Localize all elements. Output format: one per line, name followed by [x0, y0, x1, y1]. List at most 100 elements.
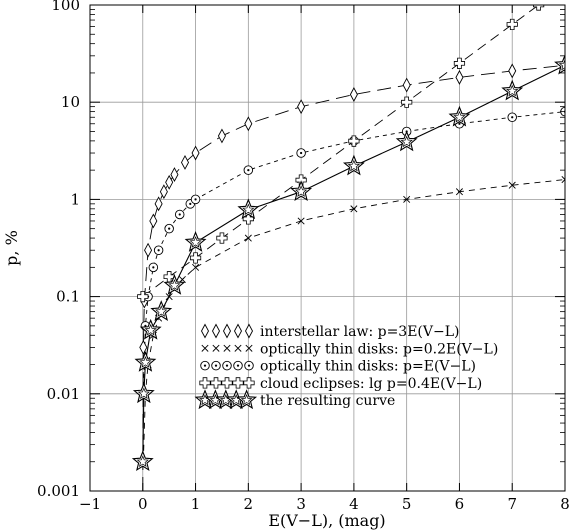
data-point [349, 87, 358, 102]
data-point [170, 167, 179, 183]
legend: interstellar law: p=3E(V−L)optically thi… [194, 323, 498, 410]
data-point [165, 174, 174, 190]
data-point [165, 293, 173, 301]
data-point [244, 116, 253, 132]
data-point [163, 274, 186, 295]
x-tick-label: 0 [138, 495, 148, 513]
data-point [233, 323, 243, 339]
data-point [401, 96, 413, 108]
data-point [448, 105, 471, 127]
data-point [348, 135, 360, 147]
data-point [154, 196, 163, 212]
x-tick-label: 1 [191, 495, 201, 513]
data-point [200, 360, 210, 371]
plot-frame [89, 4, 566, 492]
data-point [350, 205, 358, 213]
data-point [191, 145, 200, 161]
data-point [237, 198, 260, 220]
legend-label-4: cloud eclipses: lg p=0.4E(V−L) [260, 376, 482, 392]
data-point [189, 252, 202, 264]
data-point [150, 300, 173, 321]
data-point [222, 360, 232, 371]
x-tick-label: 3 [296, 495, 306, 513]
data-point [290, 180, 313, 201]
data-point [455, 69, 464, 85]
x-tick-label: −1 [79, 495, 101, 513]
x-tick-label: 2 [244, 495, 254, 513]
data-point [233, 360, 243, 371]
data-point [533, 5, 545, 11]
data-point [395, 130, 418, 152]
data-point [297, 217, 305, 225]
data-point [221, 377, 233, 389]
data-point [216, 232, 228, 244]
data-point [243, 165, 254, 175]
data-point [178, 275, 186, 284]
data-point [236, 389, 258, 410]
data-point [508, 63, 517, 79]
data-point [184, 231, 207, 252]
data-point [234, 344, 242, 352]
data-point [137, 291, 149, 303]
x-tick-label: 8 [560, 495, 570, 513]
data-point [244, 360, 254, 371]
data-point [199, 377, 211, 389]
data-point [212, 344, 220, 352]
data-point [244, 323, 254, 339]
data-point [139, 318, 162, 340]
data-point [403, 195, 411, 203]
data-point [453, 57, 466, 69]
legend-label-2: optically thin disks: p=0.2E(V−L) [260, 341, 498, 357]
y-axis-title: p, % [2, 230, 21, 266]
y-tick-label: 1 [70, 190, 80, 208]
data-point [342, 154, 365, 176]
data-point [134, 351, 157, 372]
ticks: −1 0 1 2 3 4 5 6 7 8 0.001 0.01 0.1 1 10 100 [37, 0, 570, 513]
data-point [223, 344, 231, 352]
data-point [201, 344, 209, 352]
data-point [232, 377, 244, 389]
data-point [159, 184, 168, 200]
data-point [222, 323, 232, 339]
data-point [507, 112, 517, 123]
data-point [131, 450, 154, 472]
data-point [210, 377, 222, 389]
legend-label-1: interstellar law: p=3E(V−L) [260, 324, 460, 340]
x-tick-label: 6 [455, 495, 465, 513]
data-point [501, 79, 524, 101]
data-point [245, 344, 253, 352]
data-point [148, 262, 159, 273]
y-tick-label: 0.001 [37, 482, 80, 500]
data-point [139, 339, 148, 355]
series-line-3 [142, 111, 565, 394]
x-tick-label: 5 [402, 495, 412, 513]
data-point [132, 382, 155, 404]
data-point [200, 323, 210, 339]
data-point [296, 148, 306, 158]
legend-label-5: the resulting curve [260, 393, 395, 409]
data-point [554, 53, 565, 75]
data-point [455, 188, 463, 196]
data-point [402, 77, 411, 93]
data-point [508, 181, 516, 189]
data-point [164, 223, 174, 234]
data-point [244, 234, 252, 242]
data-point [243, 377, 255, 389]
y-tick-label: 100 [51, 0, 80, 14]
data-point [561, 176, 565, 184]
data-point [144, 242, 153, 258]
data-point [174, 209, 185, 220]
markers [131, 5, 565, 472]
y-tick-label: 0.1 [56, 288, 80, 306]
x-tick-label: 7 [507, 495, 517, 513]
data-point [217, 128, 226, 144]
data-point [192, 263, 200, 271]
y-tick-label: 0.01 [47, 385, 80, 403]
data-point [297, 99, 306, 115]
data-point [149, 213, 158, 229]
data-point [180, 154, 190, 170]
legend-label-3: optically thin disks: p=E(V−L) [260, 359, 476, 375]
x-axis-title: E(V−L), (mag) [268, 511, 385, 530]
series-line-4 [142, 5, 539, 297]
